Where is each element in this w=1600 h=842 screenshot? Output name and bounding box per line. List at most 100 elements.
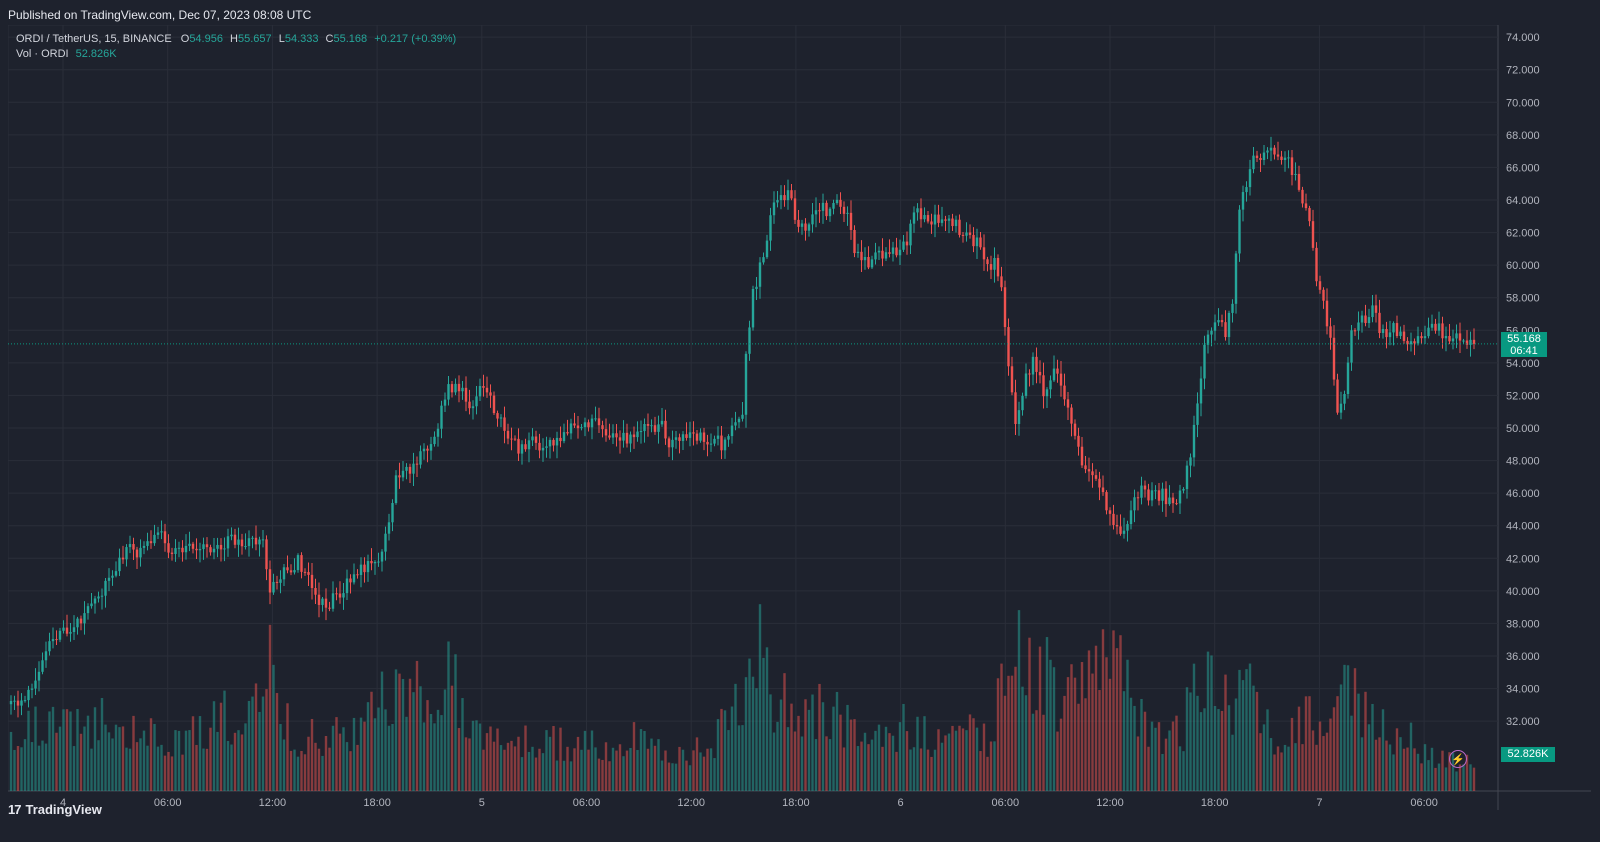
volume-bar xyxy=(1315,744,1318,791)
volume-bar xyxy=(1364,691,1367,791)
volume-bar xyxy=(1147,746,1150,791)
candle-body xyxy=(1115,524,1119,527)
volume-bar xyxy=(629,747,632,791)
time-tick-label: 6 xyxy=(898,797,904,809)
volume-bar xyxy=(615,750,618,791)
candle-body xyxy=(713,438,716,444)
volume-bar xyxy=(597,758,601,791)
candle-body xyxy=(937,214,940,223)
volume-bar xyxy=(370,691,373,791)
volume-bar xyxy=(384,709,387,791)
candle-body xyxy=(429,444,433,451)
candle-body xyxy=(447,384,450,400)
volume-bar xyxy=(1003,695,1007,791)
candle-body xyxy=(1371,305,1374,318)
volume-bar xyxy=(412,692,415,791)
candle-body xyxy=(380,551,384,562)
candle-body xyxy=(464,387,468,402)
candle-body xyxy=(412,463,415,474)
candle-body xyxy=(842,206,846,214)
candle-body xyxy=(692,432,695,434)
lightning-icon[interactable]: ⚡ xyxy=(1449,750,1467,768)
candle-body xyxy=(1227,312,1231,338)
volume-label[interactable]: Vol · ORDI xyxy=(16,48,69,60)
candle-body xyxy=(317,594,321,605)
volume-bar xyxy=(391,723,394,791)
candle-body xyxy=(1252,155,1255,170)
candlestick-chart[interactable]: 32.000 34.000 36.000 38.000 40.000 42.000 44.0… xyxy=(8,25,1591,810)
price-tick-label: 70.000 xyxy=(1506,97,1540,109)
legend-ohlc-row: ORDI / TetherUS, 15, BINANCE O54.956 H55… xyxy=(16,32,456,47)
volume-bar xyxy=(338,733,342,791)
candle-body xyxy=(282,567,286,580)
candle-body xyxy=(1171,497,1175,504)
candle-body xyxy=(237,539,240,545)
price-tick-label: 66.000 xyxy=(1506,162,1540,174)
candle-body xyxy=(531,436,534,441)
candle-body xyxy=(730,425,734,437)
volume-bar xyxy=(958,725,961,791)
volume-bar xyxy=(1276,746,1280,791)
price-tick-label: 48.000 xyxy=(1506,456,1540,468)
candle-body xyxy=(559,437,562,442)
candle-body xyxy=(114,571,118,576)
volume-bar xyxy=(118,727,121,791)
candle-body xyxy=(436,428,440,437)
candle-body xyxy=(450,384,454,393)
volume-bar xyxy=(527,751,531,791)
volume-bar xyxy=(692,750,695,791)
candle-body xyxy=(860,251,863,261)
volume-bar xyxy=(90,748,93,791)
chart-frame[interactable]: 32.000 34.000 36.000 38.000 40.000 42.000 44.0… xyxy=(8,25,1591,810)
candle-body xyxy=(1413,341,1416,344)
volume-bar xyxy=(965,730,968,791)
footer-brand[interactable]: 17 TradingView xyxy=(8,802,102,817)
candle-body xyxy=(797,219,800,227)
volume-bar xyxy=(716,719,720,791)
volume-bar xyxy=(510,740,513,791)
time-tick-label: 12:00 xyxy=(259,797,287,809)
candle-body xyxy=(776,200,779,203)
candle-body xyxy=(580,427,583,429)
candle-body xyxy=(765,240,769,258)
volume-bar xyxy=(769,694,772,791)
volume-bar xyxy=(730,706,734,791)
volume-bar xyxy=(534,757,538,791)
volume-bar xyxy=(1420,763,1423,791)
candle-body xyxy=(867,256,870,268)
volume-bar xyxy=(877,724,881,791)
volume-bar xyxy=(622,756,625,791)
candle-body xyxy=(1185,465,1189,490)
candle-body xyxy=(1161,488,1164,501)
candle-body xyxy=(1126,524,1129,531)
volume-bar xyxy=(177,730,181,791)
volume-bar xyxy=(538,748,541,791)
volume-bar xyxy=(860,741,863,791)
candle-body xyxy=(1395,323,1399,337)
candle-body xyxy=(419,451,422,465)
candle-body xyxy=(366,561,370,573)
candle-body xyxy=(209,547,212,553)
volume-bar xyxy=(506,742,510,791)
candle-body xyxy=(1014,392,1017,425)
candle-body xyxy=(422,448,426,452)
candle-body xyxy=(706,441,709,445)
candle-body xyxy=(251,537,254,539)
candle-body xyxy=(457,383,461,392)
volume-bar xyxy=(457,728,461,791)
candle-body xyxy=(1119,526,1122,534)
candle-body xyxy=(86,606,90,614)
candle-body xyxy=(345,578,349,594)
volume-bar xyxy=(678,746,681,791)
volume-bar xyxy=(48,711,51,791)
candle-body xyxy=(300,555,303,572)
candle-body xyxy=(104,580,107,596)
volume-bar xyxy=(884,726,888,791)
candle-body xyxy=(982,247,986,260)
volume-bar xyxy=(1024,695,1028,791)
candle-body xyxy=(359,564,363,575)
candle-body xyxy=(1028,373,1031,375)
candle-body xyxy=(1087,469,1091,472)
symbol-label[interactable]: ORDI / TetherUS, 15, BINANCE xyxy=(16,33,172,45)
candle-body xyxy=(170,552,174,554)
